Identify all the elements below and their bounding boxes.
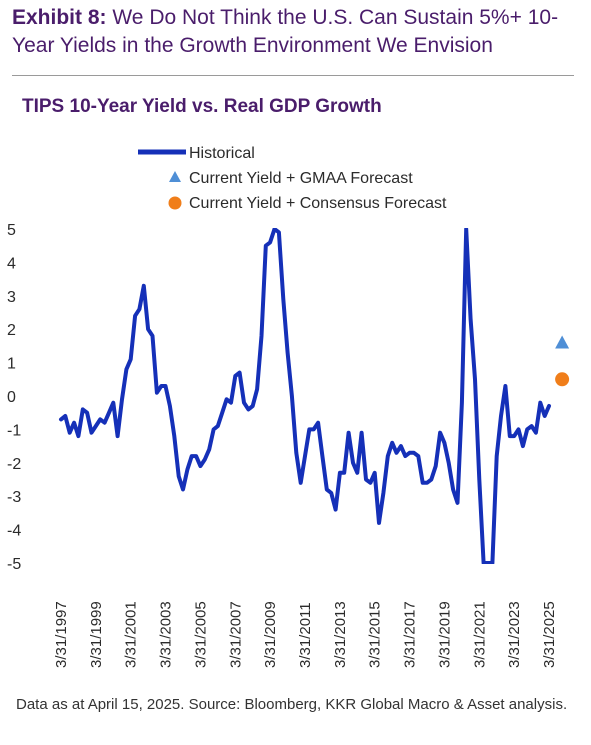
y-tick-label: 5 [7,222,16,239]
y-tick-label: 1 [7,356,16,373]
gmaa-forecast-point [555,335,570,349]
y-tick-label: -3 [7,489,21,506]
chart: Historical Current Yield + GMAA Forecast C… [7,145,570,668]
y-tick-label: -1 [7,422,21,439]
source-note: Data as at April 15, 2025. Source: Bloom… [16,696,568,713]
plot-area [59,228,551,564]
x-tick-label: 3/31/2021 [471,601,488,668]
y-axis: 5 4 3 2 1 0 -1 -2 -3 -4 -5 [7,222,21,573]
legend: Historical Current Yield + GMAA Forecast C… [138,145,447,212]
exhibit-title: Exhibit 8: We Do Not Think the U.S. Can … [12,4,582,60]
y-tick-label: 2 [7,322,16,339]
x-tick-label: 3/31/2019 [436,601,453,668]
title-divider [12,75,574,76]
forecast-markers [555,335,570,387]
y-tick-label: 3 [7,289,16,306]
exhibit-label: Exhibit 8: [12,6,107,29]
x-tick-label: 3/31/2005 [192,601,209,668]
legend-consensus-swatch [168,196,182,210]
historical-series-line [59,228,551,564]
legend-gmaa-label: Current Yield + GMAA Forecast [189,170,413,187]
x-tick-label: 3/31/2023 [506,601,523,668]
x-tick-label: 3/31/2011 [297,602,314,668]
legend-gmaa-swatch [169,171,181,182]
legend-consensus-label: Current Yield + Consensus Forecast [189,195,447,212]
x-tick-label: 3/31/2003 [158,601,175,668]
x-tick-label: 3/31/2009 [262,601,279,668]
x-tick-label: 3/31/1997 [53,601,70,668]
x-tick-label: 3/31/2013 [332,601,349,668]
x-tick-label: 3/31/2001 [123,601,140,668]
y-tick-label: -4 [7,523,21,540]
x-tick-label: 3/31/2025 [541,601,558,668]
consensus-forecast-point [555,372,570,387]
x-tick-label: 3/31/2017 [402,601,419,668]
y-tick-label: 4 [7,255,16,272]
y-tick-label: 0 [7,389,16,406]
x-tick-label: 3/31/1999 [88,601,105,668]
x-tick-label: 3/31/2015 [367,601,384,668]
x-tick-label: 3/31/2007 [227,601,244,668]
exhibit-text: We Do Not Think the U.S. Can Sustain 5%+… [12,6,559,57]
x-axis: 3/31/1997 3/31/1999 3/31/2001 3/31/2003 3/31… [53,601,558,668]
y-tick-label: -2 [7,456,21,473]
y-tick-label: -5 [7,556,21,573]
chart-title: TIPS 10-Year Yield vs. Real GDP Growth [22,96,382,117]
legend-historical-label: Historical [189,145,255,162]
